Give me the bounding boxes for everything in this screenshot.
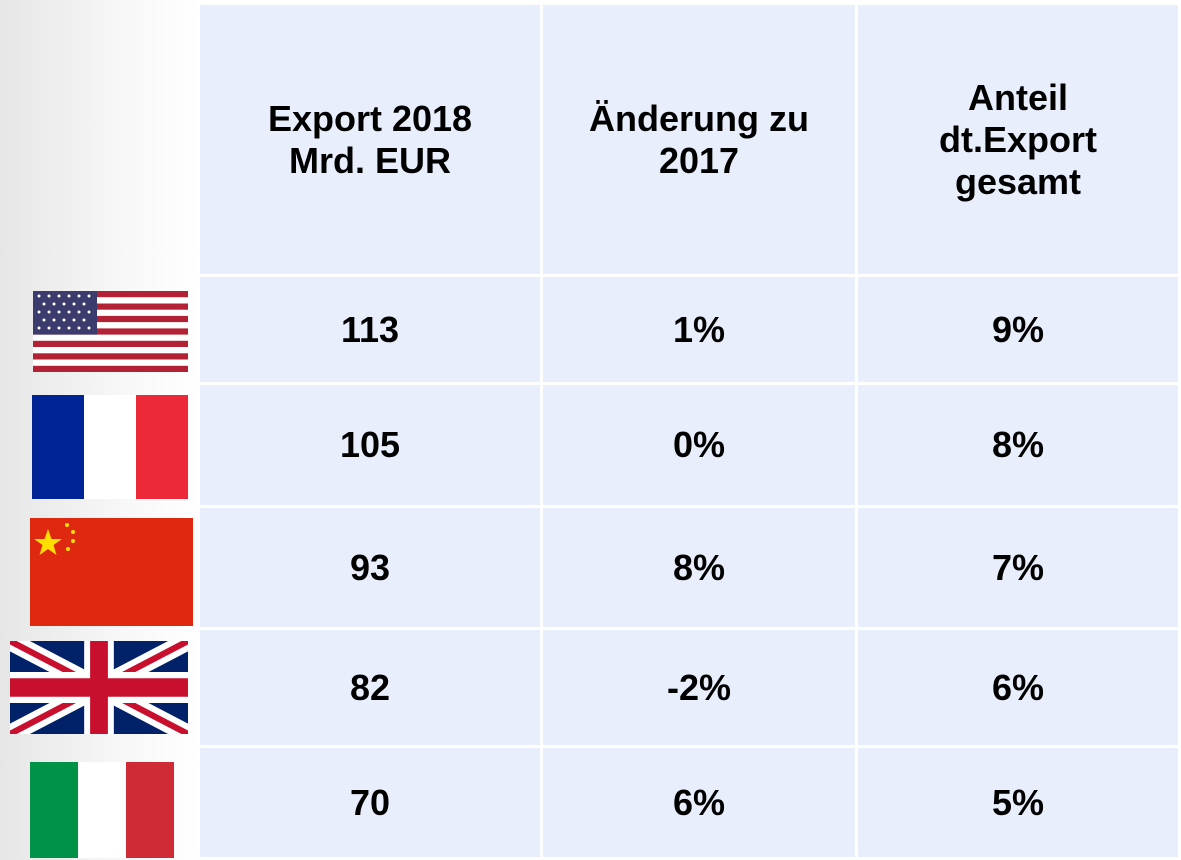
table-cell: 8% bbox=[858, 385, 1181, 508]
table-cell: 105 bbox=[200, 385, 543, 508]
cell-text: 105 bbox=[339, 424, 401, 465]
flag-france bbox=[32, 395, 188, 499]
cell-text: 93 bbox=[349, 546, 391, 588]
cell-text: 0% bbox=[672, 424, 726, 465]
table-cell: -2% bbox=[543, 630, 858, 748]
flag-china bbox=[30, 518, 193, 626]
header-cell: Änderung zu 2017 bbox=[543, 5, 858, 277]
table-cell: 5% bbox=[858, 748, 1181, 860]
table: Export 2018 Mrd. EUR Änderung zu 2017 Anteil… bbox=[200, 5, 1181, 860]
header-line: Export 2018 bbox=[267, 97, 473, 139]
header-line: dt.Export bbox=[939, 118, 1097, 160]
table-cell: 93 bbox=[200, 508, 543, 630]
cell-text: 9% bbox=[991, 308, 1045, 350]
table-cell: 6% bbox=[858, 630, 1181, 748]
table-cell: 6% bbox=[543, 748, 858, 860]
cell-text: 6% bbox=[991, 666, 1045, 708]
cell-text: 70 bbox=[349, 781, 391, 823]
flag-uk bbox=[10, 641, 188, 734]
table-cell: 0% bbox=[543, 385, 858, 508]
header-line: gesamt bbox=[954, 160, 1082, 202]
cell-text: 5% bbox=[991, 781, 1045, 823]
header-cell: Export 2018 Mrd. EUR bbox=[200, 5, 543, 277]
table-cell: 8% bbox=[543, 508, 858, 630]
cell-text: 8% bbox=[672, 546, 726, 588]
table-cell: 7% bbox=[858, 508, 1181, 630]
table-cell: 9% bbox=[858, 277, 1181, 385]
cell-text: 1% bbox=[672, 308, 726, 350]
table-cell: 1% bbox=[543, 277, 858, 385]
header-cell: Anteil dt.Export gesamt bbox=[858, 5, 1181, 277]
flag-italy bbox=[30, 762, 174, 858]
table-cell: 70 bbox=[200, 748, 543, 860]
cell-text: 7% bbox=[991, 546, 1045, 588]
header-line: Mrd. EUR bbox=[289, 139, 451, 181]
cell-text: 113 bbox=[340, 308, 400, 350]
cell-text: -2% bbox=[666, 666, 732, 708]
flag-usa bbox=[33, 291, 188, 372]
table-cell: 82 bbox=[200, 630, 543, 748]
cell-text: 6% bbox=[672, 781, 726, 823]
header-line: Änderung zu bbox=[589, 97, 809, 139]
table-cell: 113 bbox=[200, 277, 543, 385]
header-line: Anteil bbox=[967, 76, 1068, 118]
cell-text: 8% bbox=[991, 424, 1045, 465]
header-line: 2017 bbox=[658, 139, 740, 181]
cell-text: 82 bbox=[349, 666, 391, 708]
